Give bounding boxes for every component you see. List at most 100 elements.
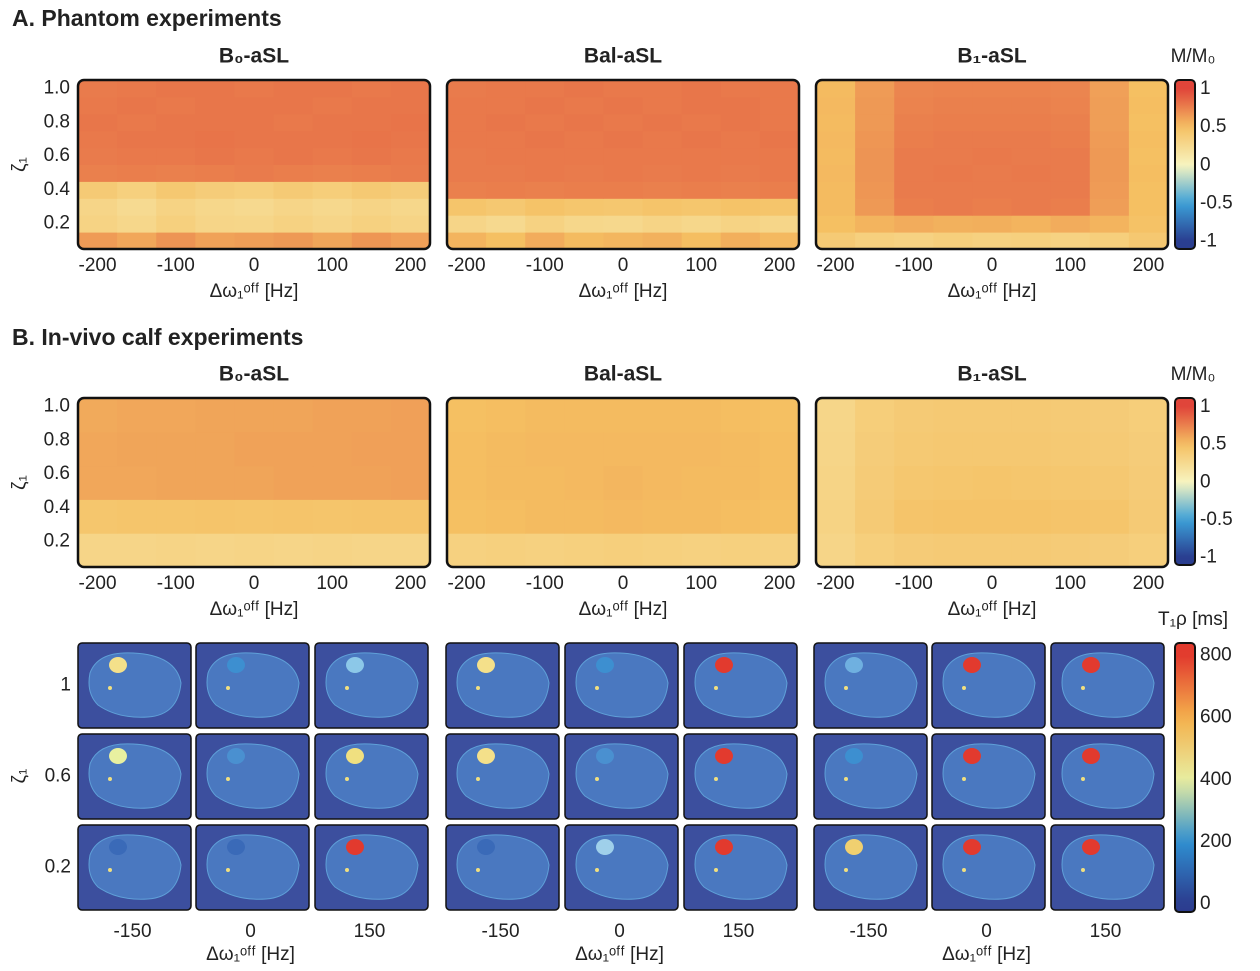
vessel [108,686,112,690]
heatmap-cell [195,181,235,198]
heatmap-cell [156,198,196,215]
heatmap-cell [391,131,431,148]
col-label: 150 [354,921,386,942]
heatmap-cell [156,131,196,148]
chart-title: Bal-aSL [584,363,662,386]
heatmap-cells [447,398,800,568]
heatmap-cells [78,398,431,568]
heatmap-cell [603,499,643,533]
muscle-spot [963,657,981,673]
heatmap-cell [682,466,722,500]
heatmap-cell [894,232,934,249]
heatmap-cell [564,181,604,198]
heatmap-cell [1051,131,1091,148]
heatmap-cells [447,80,800,250]
heatmap-cell [234,533,274,567]
vessel [108,777,112,781]
heatmap-cell [274,398,314,432]
heatmap-cell [1090,398,1130,432]
heatmap-cell [447,499,487,533]
heatmap-cell [486,181,526,198]
heatmap-cell [234,148,274,165]
heatmap-cell [721,148,761,165]
heatmap-cell [1129,198,1169,215]
y-tick-label: 0.6 [44,463,70,484]
heatmap-cell [391,165,431,182]
heatmap-cell [195,215,235,232]
heatmap-cell [1129,97,1169,114]
calf-section [89,835,181,899]
heatmap-cell [1051,432,1091,466]
heatmap-cell [760,131,800,148]
y-tick-label: 0.4 [44,497,71,518]
heatmap-cell [313,198,353,215]
heatmap-cell [195,114,235,131]
heatmap-cell [156,232,196,249]
heatmap-cell [816,148,856,165]
muscle-spot [227,748,245,764]
heatmap-cell [816,533,856,567]
heatmap-cell [1090,131,1130,148]
heatmap-cell [682,198,722,215]
muscle-spot [963,748,981,764]
heatmap-cell [234,432,274,466]
heatmap-cell [313,466,353,500]
heatmap-cell [682,181,722,198]
colorbar-label: T₁ρ [ms] [1158,609,1228,630]
calf-section [825,835,917,899]
calf-section [1062,653,1154,717]
panel-title: A. Phantom experiments [12,5,282,31]
heatmap-cell [525,131,565,148]
colorbar [1175,398,1195,565]
vessel [108,868,112,872]
heatmap-cell [1051,499,1091,533]
heatmap-cell [117,198,157,215]
heatmap-cell [447,232,487,249]
muscle-spot [227,839,245,855]
y-tick-label: 0.2 [44,213,70,234]
x-tick-label: 100 [316,573,348,594]
col-label: -150 [481,921,519,942]
heatmap-cell [972,232,1012,249]
heatmap-cell [933,198,973,215]
heatmap-cell [447,148,487,165]
muscle-spot [1082,839,1100,855]
heatmap-cell [603,533,643,567]
colorbar-tick-label: -0.5 [1200,509,1233,530]
heatmap-cell [313,80,353,97]
heatmap-cell [760,232,800,249]
heatmap-cell [721,198,761,215]
heatmap-cell [933,398,973,432]
heatmap-cell [156,80,196,97]
muscle-spot [109,657,127,673]
heatmap-cell [972,466,1012,500]
heatmap-cell [760,114,800,131]
calf-section [326,653,418,717]
heatmap-cell [933,97,973,114]
heatmap-cells [78,80,431,250]
vessel [595,686,599,690]
x-axis-label: Δω₁ᵒᶠᶠ [Hz] [575,944,664,965]
heatmap-cell [1129,232,1169,249]
muscle-spot [346,657,364,673]
heatmap-cell [391,97,431,114]
x-tick-label: 0 [987,255,998,276]
heatmap-cell [682,97,722,114]
col-label: 150 [723,921,755,942]
heatmap-cell [933,114,973,131]
heatmap-cell [274,232,314,249]
vessel [714,777,718,781]
calf-section [943,835,1035,899]
heatmap-cell [156,432,196,466]
vessel [226,686,230,690]
heatmap-cell [234,97,274,114]
heatmap-cell [760,533,800,567]
heatmap-cell [682,499,722,533]
col-label: 0 [981,921,992,942]
calf-section [695,835,787,899]
heatmap-cell [855,131,895,148]
heatmap-cell [525,499,565,533]
heatmap-cell [391,533,431,567]
heatmap-cell [156,148,196,165]
heatmap-cell [721,232,761,249]
